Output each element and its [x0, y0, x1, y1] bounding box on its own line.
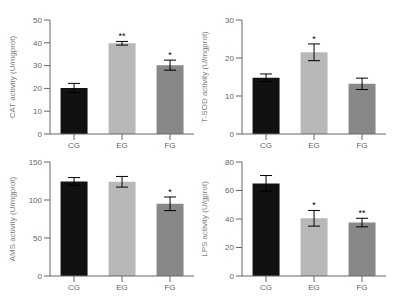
- svg-text:CAT activity (U/mgprot): CAT activity (U/mgprot): [8, 35, 17, 118]
- svg-text:0: 0: [38, 272, 43, 281]
- svg-text:AMS activity (U/mgprot): AMS activity (U/mgprot): [8, 176, 17, 261]
- svg-text:30: 30: [225, 16, 234, 25]
- svg-text:60: 60: [225, 186, 234, 195]
- svg-text:100: 100: [29, 196, 43, 205]
- svg-text:CG: CG: [260, 283, 272, 292]
- svg-text:EG: EG: [116, 283, 128, 292]
- svg-text:40: 40: [225, 215, 234, 224]
- svg-text:10: 10: [33, 107, 42, 116]
- svg-text:EG: EG: [308, 283, 320, 292]
- svg-text:20: 20: [33, 84, 42, 93]
- svg-text:EG: EG: [308, 141, 320, 150]
- svg-text:50: 50: [33, 234, 42, 243]
- svg-text:*: *: [168, 50, 172, 60]
- svg-text:80: 80: [225, 158, 234, 167]
- svg-text:T-SOD activity (U/mgprot): T-SOD activity (U/mgprot): [200, 31, 209, 123]
- svg-text:*: *: [312, 200, 316, 210]
- svg-text:*: *: [312, 34, 316, 44]
- svg-text:CG: CG: [68, 141, 80, 150]
- svg-text:CG: CG: [68, 283, 80, 292]
- svg-text:FG: FG: [356, 141, 367, 150]
- svg-text:20: 20: [225, 243, 234, 252]
- svg-text:FG: FG: [164, 141, 175, 150]
- svg-text:30: 30: [33, 61, 42, 70]
- svg-text:**: **: [359, 208, 367, 218]
- svg-text:0: 0: [38, 130, 43, 139]
- svg-text:FG: FG: [356, 283, 367, 292]
- svg-text:50: 50: [33, 16, 42, 25]
- svg-text:LPS activity (U/gprot): LPS activity (U/gprot): [200, 181, 209, 257]
- svg-text:*: *: [168, 187, 172, 197]
- svg-text:0: 0: [230, 130, 235, 139]
- svg-text:0: 0: [230, 272, 235, 281]
- svg-text:FG: FG: [164, 283, 175, 292]
- svg-text:40: 40: [33, 39, 42, 48]
- svg-text:20: 20: [225, 54, 234, 63]
- svg-text:EG: EG: [116, 141, 128, 150]
- svg-text:150: 150: [29, 158, 43, 167]
- svg-text:**: **: [119, 31, 127, 41]
- svg-text:10: 10: [225, 92, 234, 101]
- svg-text:CG: CG: [260, 141, 272, 150]
